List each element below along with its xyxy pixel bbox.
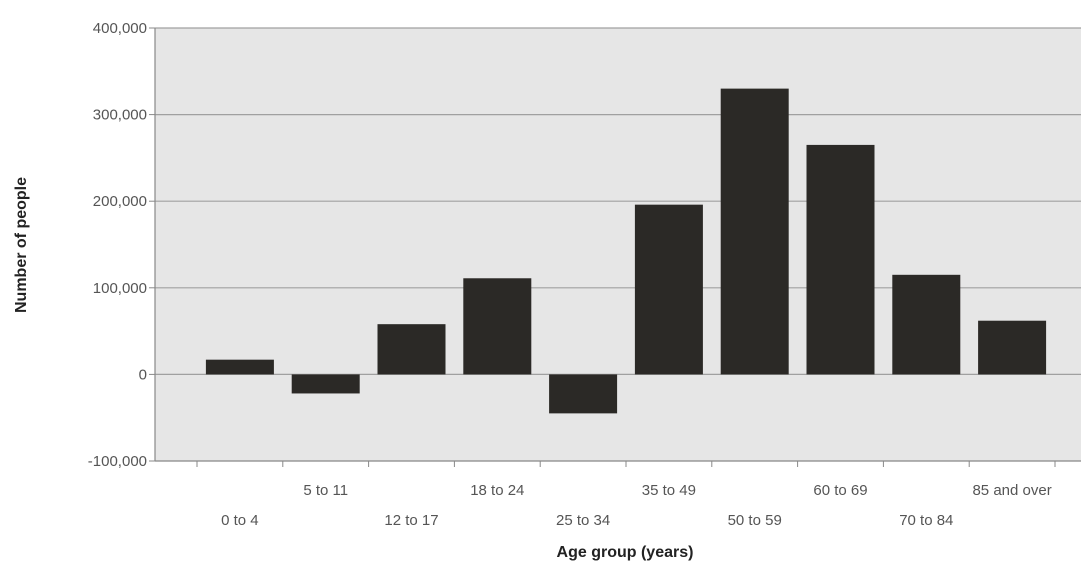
- x-tick-label: 12 to 17: [384, 512, 438, 529]
- bar: [720, 88, 789, 375]
- y-tick-label: 100,000: [93, 280, 147, 297]
- bar: [634, 204, 703, 375]
- y-axis-title: Number of people: [13, 177, 30, 313]
- x-tick-label: 0 to 4: [221, 512, 259, 529]
- y-tick-label: -100,000: [88, 453, 147, 470]
- bar: [806, 144, 875, 375]
- x-tick-label: 70 to 84: [899, 512, 953, 529]
- plot-area: [155, 28, 1081, 461]
- x-tick-label: 25 to 34: [556, 512, 610, 529]
- bar: [205, 359, 274, 375]
- x-tick-label: 50 to 59: [728, 512, 782, 529]
- bar: [978, 320, 1047, 375]
- x-tick-label: 18 to 24: [470, 482, 524, 499]
- x-tick-labels: 0 to 4 5 to 11 12 to 17 18 to 24 25 to 34 35 …: [221, 482, 1052, 529]
- x-tick-label: 5 to 11: [303, 482, 348, 499]
- bar: [377, 324, 446, 375]
- bar: [892, 274, 961, 375]
- x-tick-label: 60 to 69: [813, 482, 867, 499]
- bars: [205, 88, 1047, 414]
- y-tick-labels: -100,000 0 100,000 200,000 300,000 400,000: [88, 20, 147, 470]
- bar: [291, 374, 360, 394]
- x-tick-label: 85 and over: [972, 482, 1051, 499]
- x-tick-label: 35 to 49: [642, 482, 696, 499]
- y-tick-label: 400,000: [93, 20, 147, 37]
- axes: [154, 28, 1081, 467]
- bar: [463, 278, 532, 375]
- x-axis-title: Age group (years): [557, 544, 694, 561]
- bar: [549, 374, 618, 414]
- y-tick-label: 200,000: [93, 193, 147, 210]
- y-tick-label: 300,000: [93, 107, 147, 124]
- y-tick-label: 0: [139, 366, 147, 383]
